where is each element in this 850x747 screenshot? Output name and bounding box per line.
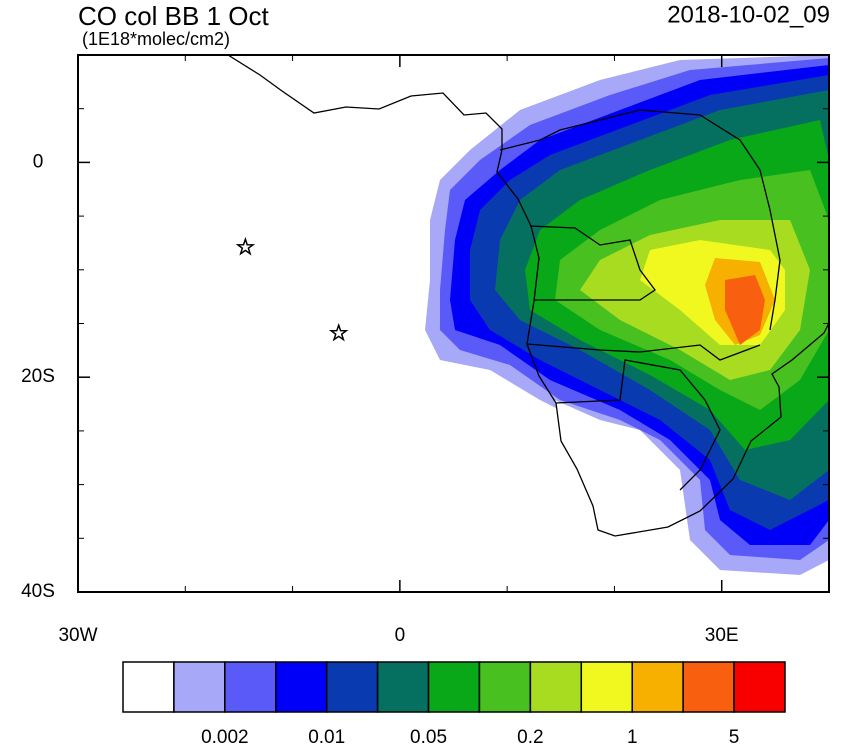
colorbar-box <box>580 661 633 713</box>
lat-label: 0 <box>33 151 44 172</box>
colorbar-box <box>682 661 735 713</box>
lon-label: 30W <box>58 625 97 646</box>
lat-label: 40S <box>21 581 55 602</box>
border <box>529 225 656 301</box>
colorbar-box <box>631 661 684 713</box>
lon-label: 30E <box>705 625 739 646</box>
station-star <box>235 236 256 256</box>
colorbar-label: 0.002 <box>201 727 249 747</box>
lon-label: 0 <box>395 625 406 646</box>
border <box>555 359 721 491</box>
colorbar-box <box>529 661 583 713</box>
field <box>227 55 829 575</box>
colorbar-label: 0.05 <box>410 727 447 747</box>
colorbar-label: 0.2 <box>517 727 543 747</box>
colorbar-label: 0.01 <box>308 727 345 747</box>
timestamp: 2018-10-02_09 <box>667 1 830 28</box>
colorbar-label: 1 <box>627 727 638 747</box>
colorbar-label: 5 <box>729 727 740 747</box>
colorbar-box <box>325 661 379 713</box>
units: (1E18*molec/cm2) <box>82 29 230 49</box>
contour <box>555 400 650 530</box>
contour <box>725 275 765 345</box>
station-star <box>328 322 349 342</box>
border <box>526 343 761 361</box>
colorbar-box <box>427 661 481 713</box>
colorbar-box <box>173 661 226 713</box>
colorbar-box <box>478 661 532 713</box>
colorbar-box <box>122 661 175 713</box>
lat-label: 20S <box>21 366 55 387</box>
border <box>499 109 781 331</box>
colorbar-box <box>275 661 328 713</box>
title: CO col BB 1 Oct <box>78 1 269 31</box>
colorbar-box <box>224 661 277 713</box>
colorbar-box <box>376 661 430 713</box>
colorbar-box <box>733 661 786 713</box>
